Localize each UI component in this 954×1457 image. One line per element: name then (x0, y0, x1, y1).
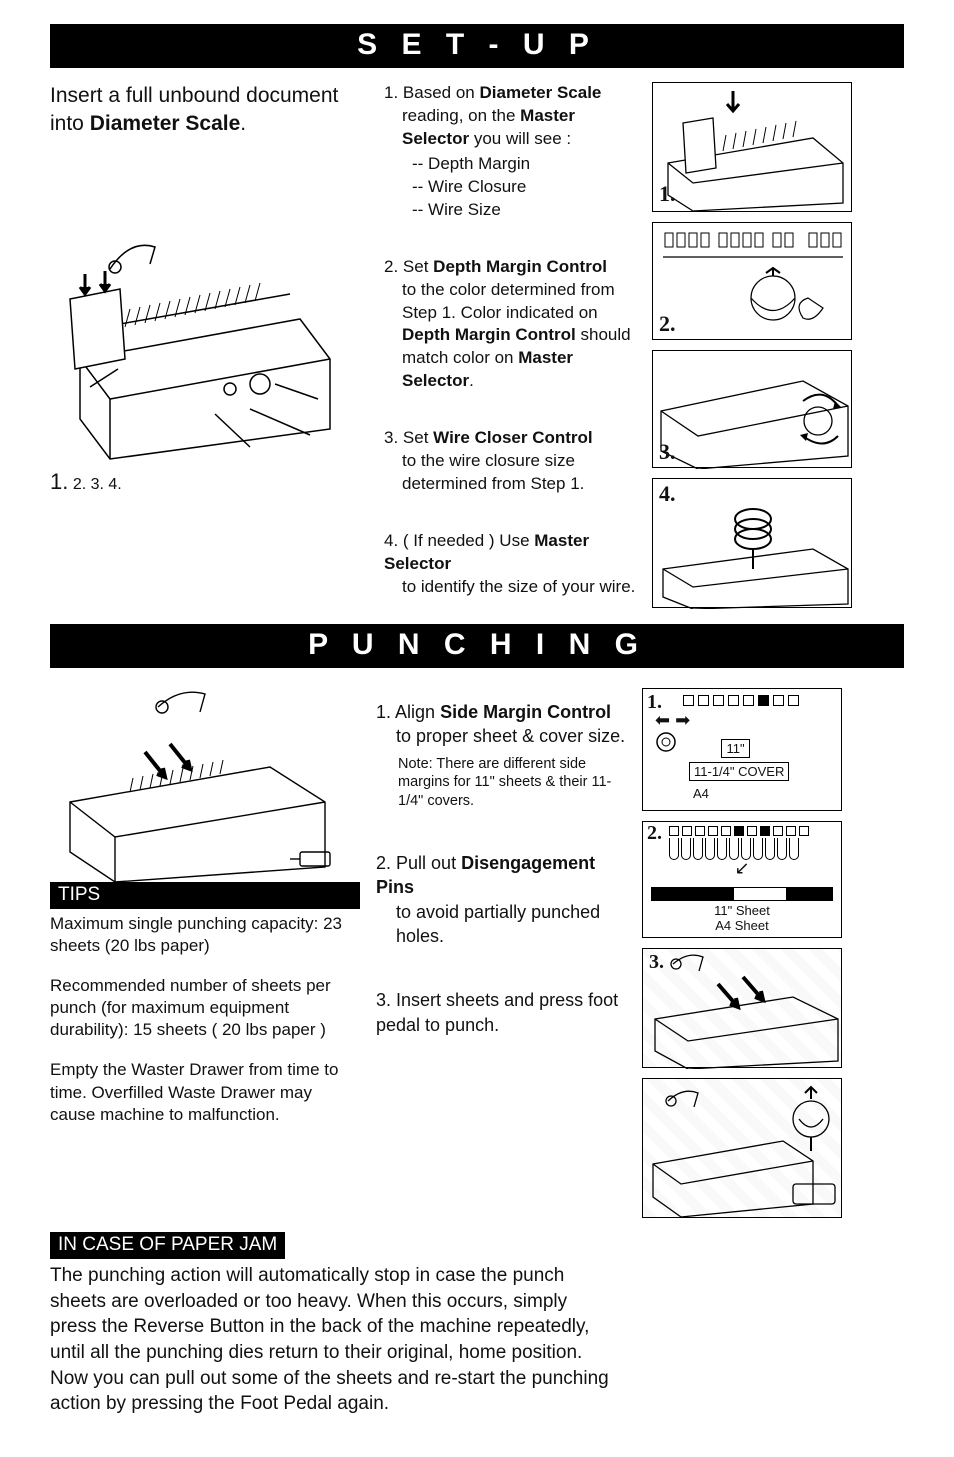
tips-block: Maximum single punching capacity: 23 she… (50, 913, 360, 1144)
punching-banner: P U N C H I N G (50, 624, 904, 668)
bullet: -- Wire Size (412, 199, 636, 222)
fig-label: 3. (649, 951, 664, 974)
jam-block: IN CASE OF PAPER JAM The punching action… (50, 1232, 904, 1417)
t: reading, on the (402, 106, 520, 125)
setup-step-1: 1. Based on Diameter Scale reading, on t… (384, 82, 636, 222)
step-num: 1. (376, 702, 391, 722)
setup-fig-1: 1. (652, 82, 852, 212)
setup-row: Insert a full unbound document into Diam… (50, 82, 904, 618)
punching-step-3: 3. Insert sheets and press foot pedal to… (376, 988, 626, 1037)
fig1-row-cover: 11-1/4" COVER (689, 762, 789, 781)
t: you will see : (469, 129, 571, 148)
punching-main-illustration (50, 682, 340, 882)
tip-2: Recommended number of sheets per punch (… (50, 975, 360, 1041)
t: Set (403, 257, 433, 276)
punching-fig-3: 3. (642, 948, 842, 1068)
fig-label: 2. (647, 822, 662, 845)
fig-label: 4. (659, 481, 676, 507)
setup-left-col: Insert a full unbound document into Diam… (50, 82, 360, 618)
setup-main-illustration: 1. 2. 3. 4. (50, 209, 350, 469)
t: ( If needed ) Use (403, 531, 534, 550)
fig2-caption-a4: A4 Sheet (647, 918, 837, 933)
setup-fig-4: 4. (652, 478, 852, 608)
t: . (469, 371, 474, 390)
step-num: 2. (376, 853, 391, 873)
t: Insert sheets and press foot pedal to pu… (376, 990, 618, 1034)
punching-steps-col: 1. Align Side Margin Control to proper s… (376, 682, 626, 1228)
intro-post: . (240, 112, 246, 135)
fig-label: 3. (659, 439, 676, 465)
fig-label: 1. (647, 691, 662, 714)
step-num: 3. (376, 990, 391, 1010)
fig2-caption-11: 11" Sheet (647, 903, 837, 918)
punching-fig-1: 1. ⬅ ➡ 11" 11-1/4" COVER A4 (642, 688, 842, 811)
t: to identify the size of your wire. (402, 576, 635, 599)
step-num: 1. (384, 83, 398, 102)
main-illus-label-3: 3. (91, 476, 104, 493)
punching-figs-col: 1. ⬅ ➡ 11" 11-1/4" COVER A4 2. ↙ (642, 682, 850, 1228)
intro-bold: Diameter Scale (90, 112, 241, 135)
fig2-teeth (669, 838, 837, 860)
setup-banner: S E T - U P (50, 24, 904, 68)
step-num: 2. (384, 257, 398, 276)
fig2-bar-cut (733, 887, 787, 901)
bullet: -- Depth Margin (412, 153, 636, 176)
t: Wire Closer Control (433, 428, 592, 447)
t: Align (395, 702, 440, 722)
tip-1: Maximum single punching capacity: 23 she… (50, 913, 360, 957)
step-num: 4. (384, 531, 398, 550)
jam-text: The punching action will automatically s… (50, 1263, 610, 1417)
t: to proper sheet & cover size. (396, 724, 625, 748)
main-illus-label-1: 1. (50, 469, 68, 494)
fig1-row-a4: A4 (689, 785, 713, 802)
t: Pull out (396, 853, 461, 873)
fig2-bar (651, 887, 833, 901)
punching-step-2: 2. Pull out Disengagement Pins to avoid … (376, 851, 626, 948)
tip-3: Empty the Waster Drawer from time to tim… (50, 1059, 360, 1125)
tips-label: TIPS (50, 882, 360, 909)
setup-step-4: 4. ( If needed ) Use Master Selector to … (384, 530, 636, 599)
t: to the color determined from Step 1. Col… (402, 280, 615, 322)
t: to the wire closure size determined from… (402, 451, 584, 493)
t: Based on (403, 83, 480, 102)
setup-intro: Insert a full unbound document into Diam… (50, 82, 360, 139)
punching-row: TIPS Maximum single punching capacity: 2… (50, 682, 904, 1228)
setup-step1-bullets: -- Depth Margin -- Wire Closure -- Wire … (412, 153, 636, 222)
setup-fig-2: 2. (652, 222, 852, 340)
fig2-arrow: ↙ (647, 858, 837, 879)
punching-step1-note: Note: There are different side margins f… (398, 755, 626, 812)
main-illus-label-2: 2. (73, 476, 86, 493)
setup-figs-col: 1. (652, 82, 860, 618)
fig1-row-11: 11" (721, 739, 749, 758)
setup-fig-3: 3. (652, 350, 852, 468)
fig-label: 1. (659, 181, 676, 207)
main-illus-label-4: 4. (108, 476, 121, 493)
setup-step-3: 3. Set Wire Closer Control to the wire c… (384, 427, 636, 496)
fig2-pin-row (669, 826, 837, 836)
fig1-knob (655, 731, 677, 753)
punching-step-1: 1. Align Side Margin Control to proper s… (376, 700, 626, 811)
t: Side Margin Control (440, 702, 611, 722)
t: to avoid partially punched holes. (396, 900, 626, 949)
punching-fig-2: 2. ↙ 11" Sheet A4 Sheet (642, 821, 842, 938)
fig1-squares (683, 695, 835, 706)
setup-steps-col: 1. Based on Diameter Scale reading, on t… (376, 82, 636, 618)
punching-fig-pedal (642, 1078, 842, 1218)
jam-label: IN CASE OF PAPER JAM (50, 1232, 285, 1259)
t: Diameter Scale (479, 83, 601, 102)
t: Set (403, 428, 433, 447)
punching-left-col: TIPS Maximum single punching capacity: 2… (50, 682, 360, 1228)
step-num: 3. (384, 428, 398, 447)
t: Depth Margin Control (402, 325, 576, 344)
fig1-arrows: ⬅ ➡ (655, 710, 835, 731)
bullet: -- Wire Closure (412, 176, 636, 199)
setup-step-2: 2. Set Depth Margin Control to the color… (384, 256, 636, 394)
fig-label: 2. (659, 311, 676, 337)
t: Depth Margin Control (433, 257, 607, 276)
